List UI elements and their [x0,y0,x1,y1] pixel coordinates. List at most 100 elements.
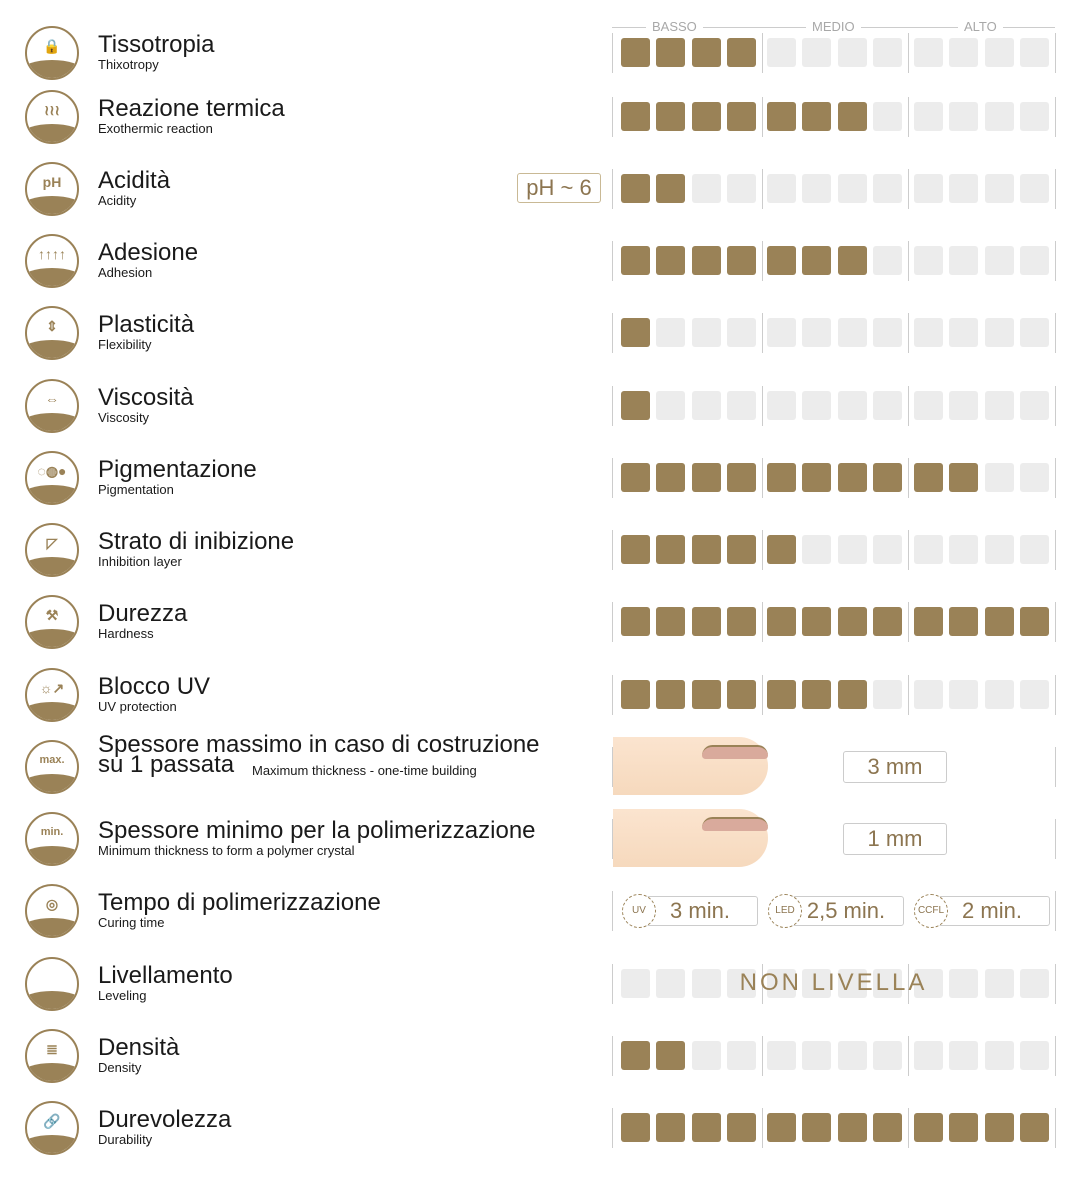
level-square-empty [726,969,756,998]
icon-glyph: ⇕ [46,318,58,334]
level-square-empty [984,174,1014,203]
level-square-filled [802,1113,832,1142]
level-square-empty [767,969,796,998]
level-square-filled [767,463,796,492]
nail-coating [702,817,768,831]
property-row: max. Spessore massimo in caso di costruzi… [0,731,1080,797]
icon-fill [27,918,77,936]
property-row: 🔒 Tissotropia Thixotropy [0,23,1080,83]
level-square-filled [656,1041,686,1070]
level-square-empty [691,318,721,347]
level-square-filled [767,246,796,275]
level-square-empty [872,38,902,67]
property-title: Tempo di polimerizzazione [98,889,381,916]
level-square-empty [872,680,902,709]
level-square-filled [949,1113,979,1142]
divider [762,675,763,715]
icon-glyph: ≀≀≀ [44,102,60,118]
icon-fill [27,557,77,575]
icon-fill [27,1135,77,1153]
level-square-empty [872,1041,902,1070]
divider [612,819,613,859]
scale-header-medio: MEDIO [806,19,861,34]
level-square-filled [837,1113,867,1142]
property-title: Spessore massimo in caso di costruzione [98,731,540,758]
level-square-empty [1019,463,1049,492]
property-title: Spessore minimo per la polimerizzazione [98,817,536,844]
divider [908,1036,909,1076]
icon-glyph: 🔗 [43,1113,61,1129]
level-square-filled [802,102,832,131]
level-square-filled [656,463,686,492]
level-square-empty [1019,391,1049,420]
level-square-empty [984,391,1014,420]
level-square-empty [914,535,943,564]
property-row: 🔗 Durevolezza Durability [0,1098,1080,1158]
level-square-filled [691,607,721,636]
level-square-empty [837,174,867,203]
level-square-empty [1019,1041,1049,1070]
divider [1055,313,1056,353]
icon-glyph: min. [40,826,64,838]
property-title: Reazione termica [98,95,285,122]
level-square-filled [691,535,721,564]
divider [762,530,763,570]
level-square-empty [802,318,832,347]
divider [1055,675,1056,715]
level-square-empty [1019,318,1049,347]
level-square-empty [767,1041,796,1070]
level-square-empty [691,174,721,203]
level-square-filled [802,463,832,492]
property-title: Strato di inibizione [98,528,295,555]
icon-fill [27,846,77,864]
icon-glyph: ◌◍● [37,463,67,479]
level-square-empty [914,174,943,203]
property-subtitle: Acidity [98,193,137,208]
divider [612,602,613,642]
lamp-badge-led: LED [768,894,802,928]
divider [762,97,763,137]
divider [908,1108,909,1148]
level-square-empty [726,318,756,347]
divider [1055,747,1056,787]
divider [612,1108,613,1148]
level-square-filled [802,607,832,636]
level-square-empty [802,535,832,564]
level-square-filled [767,535,796,564]
property-subtitle: Pigmentation [98,482,174,497]
level-square-empty [837,38,867,67]
level-square-empty [949,102,979,131]
property-subtitle: Leveling [98,988,147,1003]
ph-drop-icon: pH [25,162,79,216]
property-title: Blocco UV [98,673,211,700]
level-square-empty [914,38,943,67]
property-title-line2: su 1 passata [98,751,235,778]
level-square-filled [726,102,756,131]
icon-glyph: max. [39,754,65,766]
divider [762,386,763,426]
divider [908,530,909,570]
level-square-filled [691,463,721,492]
divider [612,33,613,73]
icon-glyph: ⇔ [45,391,59,407]
property-subtitle: Flexibility [98,337,152,352]
divider [1055,386,1056,426]
divider [1055,964,1056,1004]
max-thickness-icon: max. [25,740,79,794]
level-square-empty [837,969,867,998]
level-square-filled [656,102,686,131]
property-title: Durevolezza [98,1106,232,1133]
property-subtitle: Viscosity [98,410,150,425]
level-square-empty [872,535,902,564]
divider [612,964,613,1004]
divider [612,241,613,281]
level-square-empty [949,391,979,420]
icon-fill [27,413,77,431]
property-subtitle: Minimum thickness to form a polymer crys… [98,843,355,858]
level-square-empty [837,391,867,420]
property-title: Adesione [98,239,199,266]
level-square-filled [621,174,650,203]
level-square-filled [837,102,867,131]
level-square-filled [726,607,756,636]
property-title: Densità [98,1034,180,1061]
